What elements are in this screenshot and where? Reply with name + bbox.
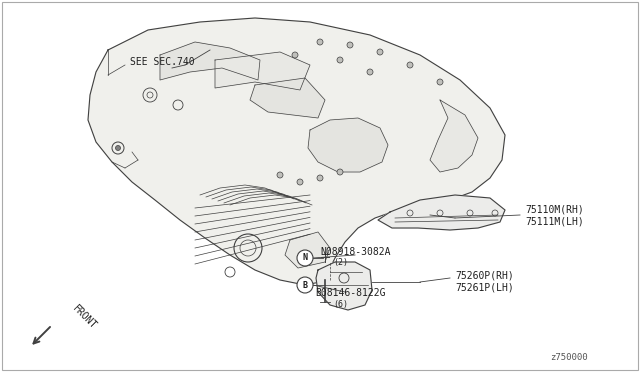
Circle shape <box>292 52 298 58</box>
Text: FRONT: FRONT <box>70 303 98 331</box>
Circle shape <box>367 69 373 75</box>
Polygon shape <box>160 42 260 80</box>
Circle shape <box>407 62 413 68</box>
Text: (2): (2) <box>333 257 348 266</box>
Text: N08918-3082A: N08918-3082A <box>320 247 390 257</box>
Polygon shape <box>430 100 478 172</box>
Polygon shape <box>250 78 325 118</box>
Polygon shape <box>285 232 330 268</box>
Circle shape <box>337 169 343 175</box>
Polygon shape <box>88 18 505 285</box>
Circle shape <box>115 145 120 151</box>
Circle shape <box>317 175 323 181</box>
Circle shape <box>317 39 323 45</box>
Polygon shape <box>316 262 372 310</box>
Text: 75260P(RH): 75260P(RH) <box>455 270 514 280</box>
Circle shape <box>297 179 303 185</box>
Text: 75110M(RH): 75110M(RH) <box>525 205 584 215</box>
Circle shape <box>337 57 343 63</box>
Text: SEE SEC.740: SEE SEC.740 <box>130 57 195 67</box>
Text: N: N <box>303 253 307 263</box>
Polygon shape <box>378 195 505 230</box>
Circle shape <box>297 277 313 293</box>
Polygon shape <box>215 52 310 90</box>
Circle shape <box>437 79 443 85</box>
Circle shape <box>347 42 353 48</box>
Text: B08146-8122G: B08146-8122G <box>315 288 385 298</box>
Circle shape <box>377 49 383 55</box>
Text: 75111M(LH): 75111M(LH) <box>525 217 584 227</box>
Text: (6): (6) <box>333 301 348 310</box>
Polygon shape <box>308 118 388 172</box>
Text: z750000: z750000 <box>550 353 588 362</box>
Text: 75261P(LH): 75261P(LH) <box>455 282 514 292</box>
Circle shape <box>277 172 283 178</box>
Text: B: B <box>303 280 307 289</box>
Circle shape <box>297 250 313 266</box>
